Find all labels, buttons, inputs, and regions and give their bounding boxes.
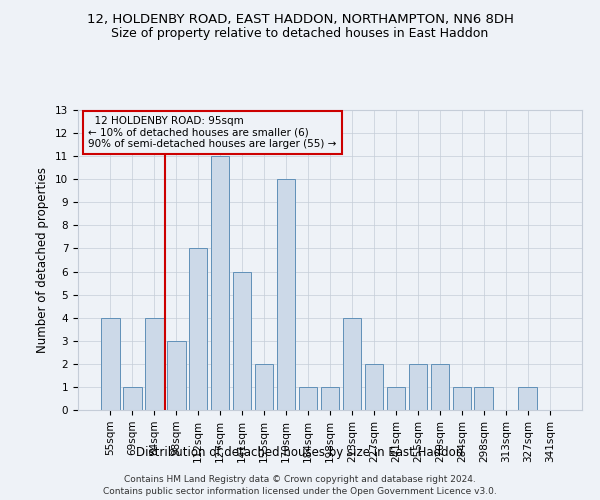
Bar bbox=[299, 387, 317, 410]
Bar bbox=[277, 179, 295, 410]
Bar bbox=[409, 364, 427, 410]
Bar bbox=[233, 272, 251, 410]
Bar bbox=[518, 387, 537, 410]
Bar bbox=[431, 364, 449, 410]
Bar bbox=[320, 387, 340, 410]
Text: Contains HM Land Registry data © Crown copyright and database right 2024.: Contains HM Land Registry data © Crown c… bbox=[124, 476, 476, 484]
Bar bbox=[475, 387, 493, 410]
Text: 12, HOLDENBY ROAD, EAST HADDON, NORTHAMPTON, NN6 8DH: 12, HOLDENBY ROAD, EAST HADDON, NORTHAMP… bbox=[86, 12, 514, 26]
Y-axis label: Number of detached properties: Number of detached properties bbox=[37, 167, 49, 353]
Bar bbox=[101, 318, 119, 410]
Bar bbox=[145, 318, 164, 410]
Text: Contains public sector information licensed under the Open Government Licence v3: Contains public sector information licen… bbox=[103, 486, 497, 496]
Bar bbox=[452, 387, 471, 410]
Text: 12 HOLDENBY ROAD: 95sqm  
← 10% of detached houses are smaller (6)
90% of semi-d: 12 HOLDENBY ROAD: 95sqm ← 10% of detache… bbox=[88, 116, 337, 149]
Bar bbox=[343, 318, 361, 410]
Bar bbox=[211, 156, 229, 410]
Bar bbox=[189, 248, 208, 410]
Text: Distribution of detached houses by size in East Haddon: Distribution of detached houses by size … bbox=[136, 446, 464, 459]
Bar bbox=[123, 387, 142, 410]
Bar bbox=[167, 341, 185, 410]
Bar bbox=[365, 364, 383, 410]
Bar bbox=[255, 364, 274, 410]
Text: Size of property relative to detached houses in East Haddon: Size of property relative to detached ho… bbox=[112, 28, 488, 40]
Bar bbox=[386, 387, 405, 410]
